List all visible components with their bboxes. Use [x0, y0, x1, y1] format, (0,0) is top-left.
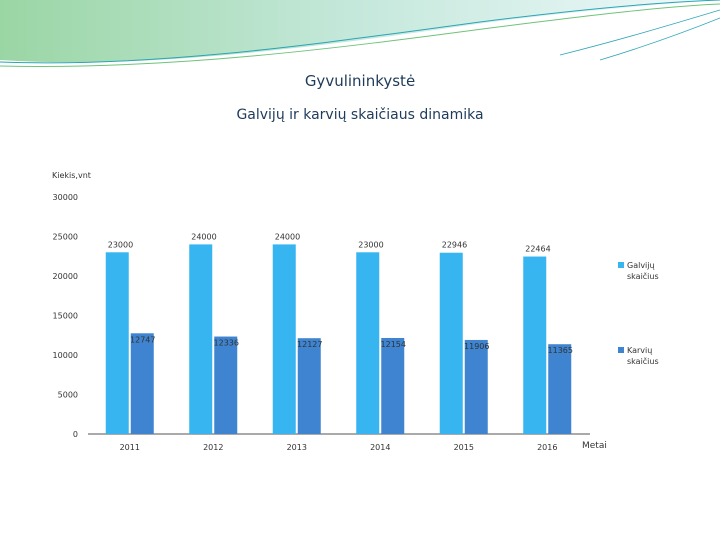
data-label: 12336 — [214, 339, 239, 348]
x-tick-label: 2014 — [370, 443, 390, 452]
bar-galviju — [189, 244, 213, 434]
data-label: 11906 — [464, 342, 489, 351]
slide-title: Gyvulininkystė — [304, 72, 416, 90]
chart-title: Galvijų ir karvių skaičiaus dinamika — [236, 107, 484, 123]
legend-label: Karvių skaičius — [627, 346, 659, 366]
data-label: 11365 — [548, 346, 573, 355]
bar-galviju — [439, 252, 463, 434]
y-axis-ticks: 0 5000 10000 15000 20000 25000 30000 — [53, 193, 78, 439]
x-axis-ticks: 2011 2012 2013 2014 2015 2016 — [120, 443, 558, 452]
data-label: 23000 — [108, 240, 133, 249]
bar-karviu — [130, 333, 154, 434]
data-label: 12747 — [130, 335, 155, 344]
decorative-wave-background — [0, 0, 720, 67]
bar-karviu — [464, 339, 488, 434]
data-labels: 23000 24000 24000 23000 22946 22464 12747 12336… — [108, 232, 573, 355]
x-tick-label: 2015 — [454, 443, 474, 452]
data-label: 24000 — [191, 232, 216, 241]
bar-karviu — [214, 336, 238, 434]
data-label: 12127 — [297, 340, 322, 349]
bar-karviu — [381, 337, 405, 434]
bar-karviu — [297, 338, 321, 434]
bar-galviju — [523, 256, 547, 434]
data-label: 22946 — [442, 241, 467, 250]
x-tick-label: 2016 — [537, 443, 557, 452]
y-axis-label: Kiekis,vnt — [52, 171, 91, 180]
y-tick-label: 30000 — [53, 193, 78, 202]
legend-label: Galvijų skaičius — [627, 261, 659, 281]
bar-galviju — [356, 252, 380, 434]
bar-galviju — [272, 244, 296, 434]
x-axis-label: Metai — [582, 441, 607, 451]
bar-karviu — [548, 344, 572, 434]
data-label: 12154 — [381, 340, 406, 349]
y-tick-label: 15000 — [53, 312, 78, 321]
data-label: 24000 — [275, 232, 300, 241]
x-tick-label: 2013 — [287, 443, 307, 452]
bar-galviju — [105, 252, 129, 434]
legend-swatch — [618, 347, 624, 353]
bars — [105, 244, 572, 434]
y-tick-label: 10000 — [53, 351, 78, 360]
x-tick-label: 2011 — [120, 443, 140, 452]
y-tick-label: 0 — [73, 430, 78, 439]
legend-swatch — [618, 262, 624, 268]
y-tick-label: 25000 — [53, 233, 78, 242]
y-tick-label: 5000 — [58, 391, 78, 400]
data-label: 22464 — [525, 245, 550, 254]
data-label: 23000 — [358, 240, 383, 249]
legend: Galvijų skaičius Karvių skaičius — [618, 261, 659, 366]
x-tick-label: 2012 — [203, 443, 223, 452]
y-tick-label: 20000 — [53, 272, 78, 281]
